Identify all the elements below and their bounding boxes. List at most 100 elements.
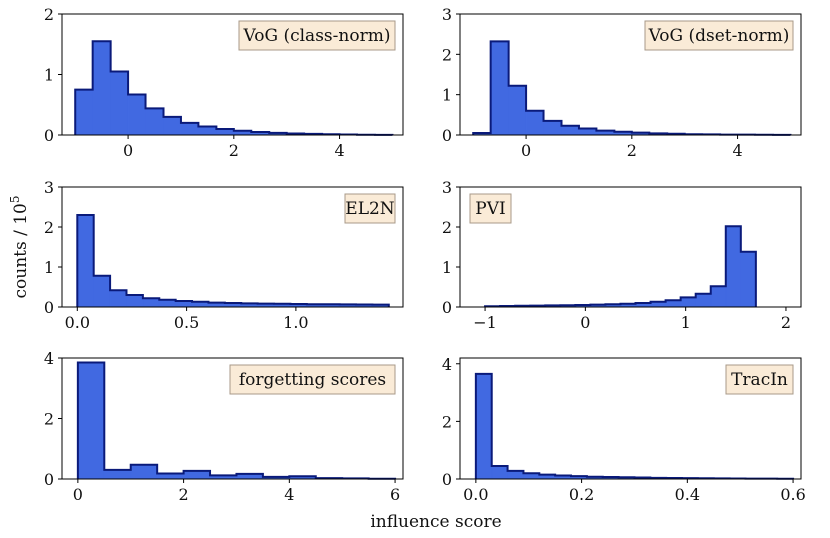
y-tick-label: 0 [442, 126, 452, 145]
axes-frame [459, 186, 802, 308]
y-tick-label: 0 [44, 126, 54, 145]
histogram-bar [525, 110, 544, 136]
legend-label: PVI [475, 199, 505, 219]
histogram-bar [77, 214, 94, 308]
y-tick-label: 4 [442, 355, 452, 374]
histogram-bar [561, 125, 580, 136]
histogram-bar [130, 464, 158, 480]
histogram-bar [126, 294, 144, 308]
histogram-bar [158, 299, 176, 308]
panel-pvi: −1 0 1 2 0 1 2 3 PVI [442, 178, 802, 332]
y-tick-label: 0 [44, 298, 54, 317]
x-tick-label: 0.2 [569, 485, 594, 504]
histogram-bar [491, 465, 508, 480]
panel-forgetting-scores: 0 2 4 6 0 2 4 forgetting scores [44, 349, 404, 504]
histogram-bar [93, 275, 111, 308]
y-tick-label: 2 [442, 412, 452, 431]
y-tick-label: 0 [442, 470, 452, 489]
legend-label: VoG (class-norm) [243, 26, 391, 46]
axes-frame [459, 13, 802, 136]
histogram-bar [725, 225, 742, 308]
legend-box [644, 20, 794, 51]
x-tick-label: 2 [781, 313, 791, 332]
y-tick-label: 2 [44, 218, 54, 237]
histogram-bar [145, 108, 164, 136]
y-tick-label: 1 [442, 86, 452, 105]
y-axis-label-exponent: 5 [8, 195, 22, 203]
histogram-bar [92, 40, 111, 136]
y-tick-label: 2 [442, 218, 452, 237]
x-tick-label: 0.5 [174, 313, 199, 332]
x-tick-label: 2 [627, 141, 637, 160]
y-tick-label: 4 [44, 349, 54, 368]
legend-label: VoG (dset-norm) [648, 26, 790, 46]
histogram-bar [183, 470, 211, 480]
histogram-bar [490, 41, 509, 136]
x-axis-label: influence score [370, 512, 501, 532]
panel-el2n: 0.0 0.5 1.0 0 1 2 3 EL2N [44, 178, 404, 332]
panel-tracin: 0.0 0.2 0.4 0.6 0 2 4 TracIn [442, 355, 806, 504]
panel-vog-dset-norm: 0 2 4 0 1 2 3 VoG (dset-norm) [442, 5, 802, 160]
y-axis-label: counts / 105 [8, 195, 31, 298]
legend-box [725, 364, 794, 395]
histogram-bar [740, 251, 757, 308]
histogram-bar [507, 470, 524, 480]
histogram-bar [74, 89, 93, 136]
histogram-outline [74, 40, 394, 136]
histogram-bar [109, 289, 127, 308]
x-tick-label: 4 [732, 141, 742, 160]
x-tick-label: 0.6 [780, 485, 805, 504]
histogram-outline [76, 214, 390, 307]
x-tick-label: 4 [284, 485, 294, 504]
y-tick-label: 2 [44, 5, 54, 24]
histogram-bar [110, 71, 129, 136]
histogram-bar [475, 373, 493, 480]
legend-label: EL2N [345, 199, 395, 219]
legend-box [469, 193, 512, 224]
x-tick-label: 0.4 [675, 485, 700, 504]
x-tick-label: 4 [334, 141, 344, 160]
x-tick-label: 0.0 [65, 313, 90, 332]
y-tick-label: 2 [442, 45, 452, 64]
y-tick-label: 2 [44, 410, 54, 429]
axes-frame [459, 357, 802, 480]
histogram-bar [180, 122, 199, 136]
legend-label: forgetting scores [239, 370, 386, 390]
histogram-bar [508, 85, 527, 136]
y-tick-label: 3 [442, 178, 452, 197]
x-tick-label: 0.0 [463, 485, 488, 504]
histogram-outline [484, 225, 757, 308]
histogram-bar [710, 285, 727, 308]
x-tick-label: 6 [390, 485, 400, 504]
axes-frame [61, 186, 404, 308]
y-tick-label: 3 [44, 178, 54, 197]
legend-label: TracIn [731, 370, 788, 390]
x-tick-label: 2 [229, 141, 239, 160]
panel-vog-class-norm: 0 2 4 0 1 2 VoG (class-norm) [44, 5, 404, 160]
y-tick-label: 1 [442, 258, 452, 277]
y-axis-label-text: counts / 10 [11, 203, 31, 298]
histogram-bar [163, 116, 182, 136]
x-tick-label: −1 [473, 313, 497, 332]
panels: 0 2 4 0 1 2 VoG (class-norm) 0 2 4 0 1 2 3 VoG (dset-n… [44, 5, 806, 504]
x-tick-label: 1 [681, 313, 691, 332]
x-tick-label: 0 [73, 485, 83, 504]
histogram-bar [127, 94, 146, 136]
histogram-bar [680, 297, 696, 308]
y-tick-label: 1 [44, 66, 54, 85]
legend-box [229, 364, 396, 395]
x-tick-label: 2 [179, 485, 189, 504]
x-tick-label: 0 [580, 313, 590, 332]
histogram-outline [474, 372, 795, 480]
histogram-outline [76, 361, 397, 480]
legend-box [238, 20, 396, 51]
histogram-bar [695, 293, 712, 308]
histogram-bar [142, 297, 160, 308]
y-tick-label: 3 [442, 5, 452, 24]
legend-box [344, 193, 396, 224]
x-tick-label: 0 [123, 141, 133, 160]
histogram-bar [198, 126, 217, 136]
histogram-bar [77, 362, 105, 480]
histogram-bar [543, 120, 562, 136]
x-tick-label: 1.0 [283, 313, 308, 332]
